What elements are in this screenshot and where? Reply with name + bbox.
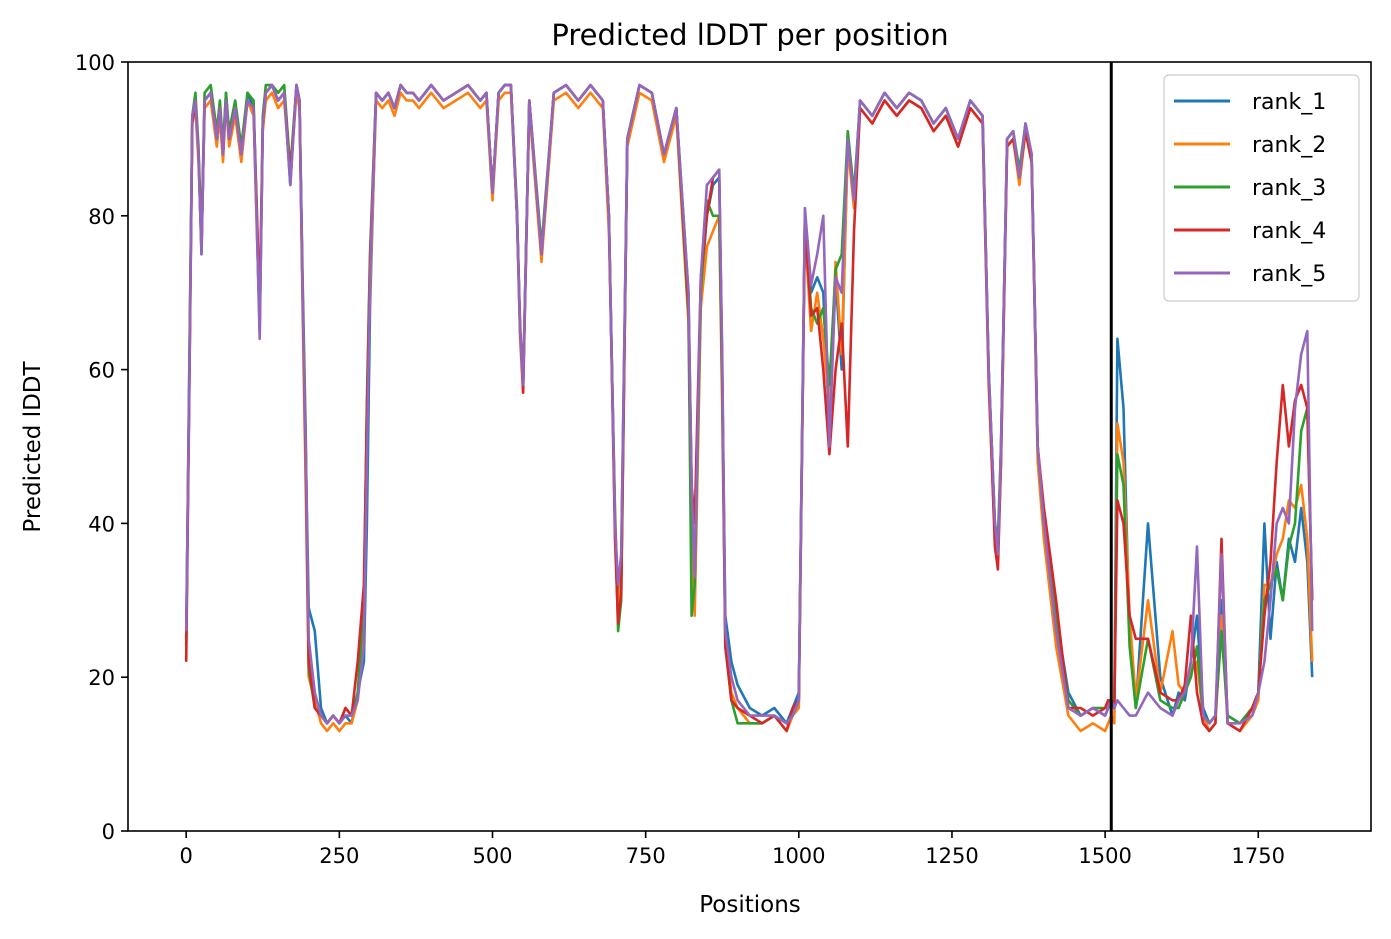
x-tick-label: 0: [180, 844, 193, 868]
series-line-rank_5: [184, 83, 1314, 725]
legend: rank_1 rank_2 rank_3 rank_4 rank_5: [1163, 74, 1360, 302]
chart-title: Predicted lDDT per position: [551, 18, 948, 52]
y-tick-label: 60: [88, 359, 115, 383]
legend-box: [1163, 74, 1360, 302]
y-tick-label: 20: [88, 666, 115, 690]
x-tick-label: 500: [472, 844, 512, 868]
plot-area: [184, 62, 1314, 831]
legend-label-rank_4: rank_4: [1252, 219, 1326, 244]
x-tick-label: 1250: [925, 844, 978, 868]
legend-label-rank_1: rank_1: [1252, 90, 1326, 115]
x-tick-label: 1750: [1232, 844, 1285, 868]
x-tick-label: 250: [319, 844, 359, 868]
legend-label-rank_5: rank_5: [1252, 262, 1326, 287]
axis-ticks: 0 250 500 750 1000 1250 1500 1750 0 20 40 60 80 100: [75, 51, 1285, 868]
y-axis-label: Predicted lDDT: [20, 360, 46, 532]
legend-label-rank_2: rank_2: [1252, 133, 1326, 158]
x-axis-label: Positions: [699, 892, 801, 918]
x-tick-label: 1000: [772, 844, 825, 868]
axes-frame: [127, 61, 1372, 832]
y-tick-label: 0: [102, 820, 115, 844]
legend-label-rank_3: rank_3: [1252, 176, 1326, 201]
x-tick-label: 1500: [1078, 844, 1131, 868]
y-tick-label: 40: [88, 512, 115, 536]
x-tick-label: 750: [626, 844, 666, 868]
y-tick-label: 100: [75, 51, 115, 75]
y-tick-label: 80: [88, 205, 115, 229]
